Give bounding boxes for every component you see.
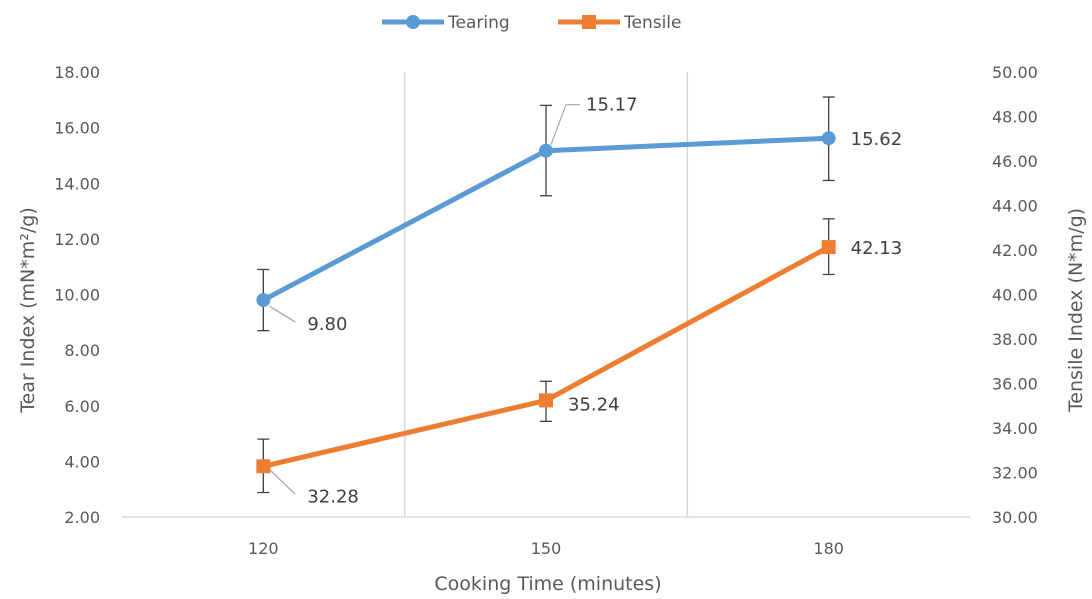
data-label-leader <box>269 305 296 323</box>
data-label-tensile: 42.13 <box>851 238 903 259</box>
legend-swatch-marker-tensile <box>582 15 596 29</box>
data-label-tearing: 15.17 <box>586 95 638 116</box>
y-left-tick-label: 18.00 <box>54 63 100 82</box>
data-point-tensile <box>539 393 553 408</box>
y-right-tick-label: 36.00 <box>992 375 1038 394</box>
x-tick-label: 150 <box>531 539 562 558</box>
legend-item-tearing: Tearing <box>382 13 510 33</box>
legend-label-tensile: Tensile <box>623 13 682 33</box>
data-point-tearing <box>821 131 836 146</box>
legend-item-tensile: Tensile <box>558 13 682 33</box>
data-label-tensile: 32.28 <box>307 486 359 507</box>
data-point-tensile <box>821 240 836 255</box>
y-right-tick-label: 34.00 <box>992 419 1038 438</box>
y-left-tick-label: 8.00 <box>64 341 100 360</box>
y-axis-right-title: Tensile Index (N*m/g) <box>1065 208 1087 413</box>
x-axis-title: Cooking Time (minutes) <box>434 573 661 595</box>
series-line-tensile <box>262 244 830 469</box>
data-label-tearing: 15.62 <box>851 129 903 150</box>
y-left-tick-label: 16.00 <box>54 119 100 138</box>
legend-swatch-marker-tearing <box>406 15 420 29</box>
y-right-tick-label: 32.00 <box>992 464 1038 483</box>
data-label-leader <box>550 104 580 145</box>
legend-label-tearing: Tearing <box>447 13 510 33</box>
axis-layer: 120 150 180 2.00 4.00 6.00 8.00 10.00 12.00 14.00… <box>54 63 1038 558</box>
data-label-tensile: 35.24 <box>568 394 620 415</box>
y-left-tick-label: 12.00 <box>54 230 100 249</box>
y-right-tick-label: 42.00 <box>992 241 1038 260</box>
legend: Tearing Tensile <box>382 13 682 33</box>
data-point-tearing <box>256 293 271 308</box>
data-labels: 9.80 15.17 15.62 32.28 35.24 42.13 <box>269 95 903 507</box>
y-right-tick-label: 38.00 <box>992 330 1038 349</box>
y-right-tick-label: 40.00 <box>992 286 1038 305</box>
y-left-tick-label: 10.00 <box>54 286 100 305</box>
y-left-tick-label: 2.00 <box>64 508 100 527</box>
y-left-tick-label: 4.00 <box>64 452 100 471</box>
data-label-tearing: 9.80 <box>307 314 347 335</box>
data-point-tearing <box>539 143 553 158</box>
x-tick-label: 180 <box>813 539 844 558</box>
y-right-tick-label: 48.00 <box>992 108 1038 127</box>
data-point-tensile <box>256 459 271 474</box>
series-layer <box>256 131 836 474</box>
y-left-tick-label: 14.00 <box>54 174 100 193</box>
y-right-tick-label: 50.00 <box>992 63 1038 82</box>
y-right-tick-label: 30.00 <box>992 508 1038 527</box>
y-right-tick-label: 44.00 <box>992 197 1038 216</box>
x-tick-label: 120 <box>248 539 279 558</box>
y-left-tick-label: 6.00 <box>64 397 100 416</box>
data-label-leader <box>269 469 296 495</box>
y-axis-left-title: Tear Index (mN*m²/g) <box>17 207 39 414</box>
y-right-tick-label: 46.00 <box>992 152 1038 171</box>
